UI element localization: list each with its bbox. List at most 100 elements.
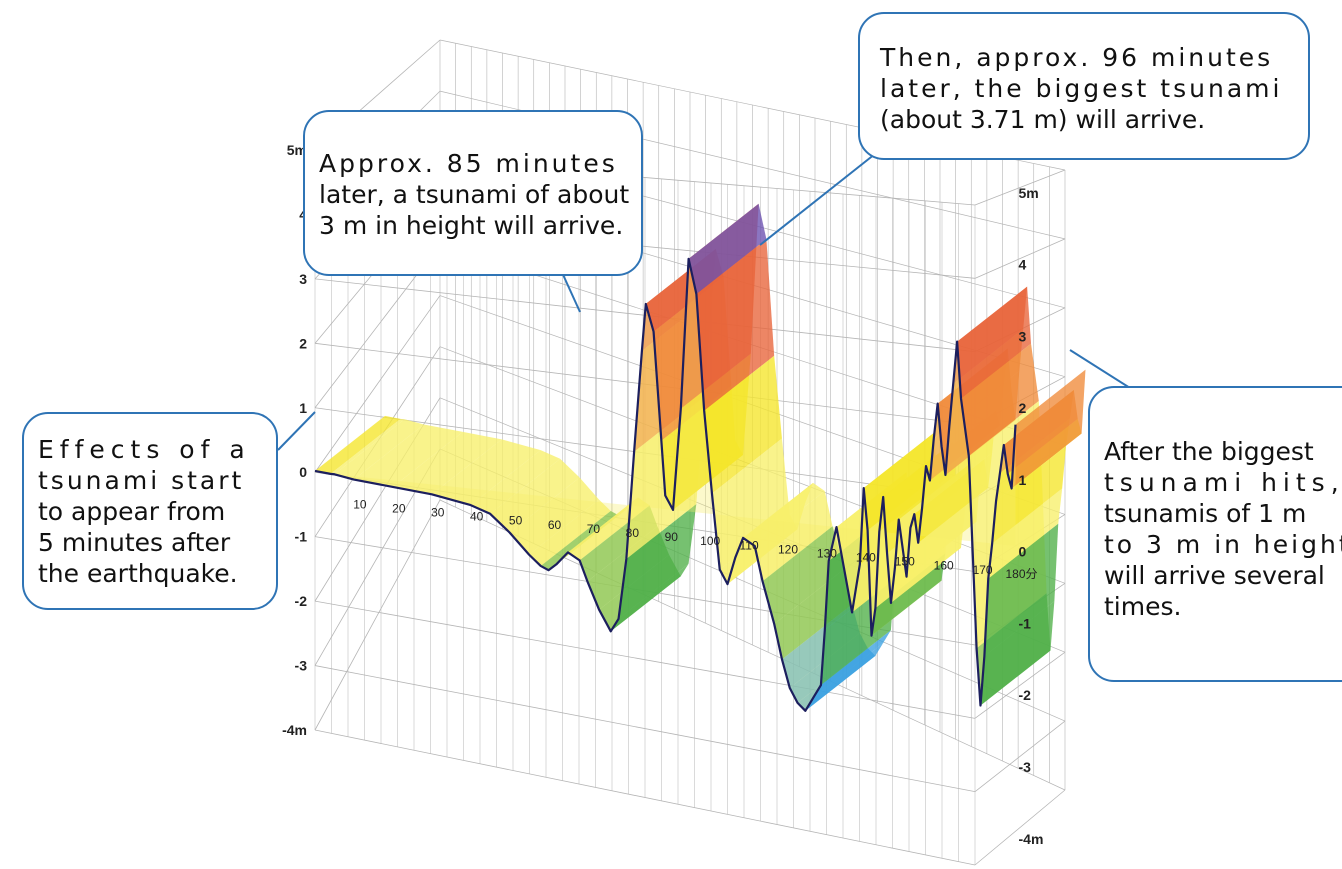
ribbon-segment xyxy=(743,482,825,546)
y-tick-label-right: 1 xyxy=(1019,472,1027,488)
ribbon-segment xyxy=(988,488,1063,579)
callout-after-line1: After the biggest xyxy=(1104,437,1314,466)
depth-line-right xyxy=(974,651,1066,719)
x-tick-label: 50 xyxy=(509,514,523,528)
callout-96-minutes: Then, approx. 96 minutes later, the bigg… xyxy=(858,12,1310,160)
right-y-axis: 5m 4 3 2 1 0 -1 -2 -3 -4m xyxy=(1019,185,1044,847)
y-tick-label-left: -4m xyxy=(282,722,307,738)
ribbon-segment xyxy=(980,601,1055,706)
callout-start-line3: to appear from xyxy=(38,497,226,526)
y-tick-label-right: -4m xyxy=(1019,831,1044,847)
y-tick-label-right: 2 xyxy=(1019,400,1027,416)
ribbon-segment xyxy=(711,438,790,570)
callout-96-line1: Then, approx. 96 minutes xyxy=(880,43,1274,72)
x-tick-label: 160 xyxy=(934,559,954,573)
x-tick-label: 120 xyxy=(778,542,798,556)
callout-after-line3: tsunamis of 1 m xyxy=(1104,499,1307,528)
ribbon-segment xyxy=(431,439,541,506)
ribbon-segment xyxy=(334,419,424,480)
callout-start-line1: Effects of a xyxy=(38,435,251,464)
y-tick-label-left: -2 xyxy=(295,593,308,609)
wave-line xyxy=(314,257,1017,712)
x-tick-label: 140 xyxy=(856,551,876,565)
ribbon-segment xyxy=(1011,369,1086,489)
y-tick-label-right: -3 xyxy=(1019,759,1032,775)
y-tick-label-right: 3 xyxy=(1019,328,1027,344)
y-tick-label-left: 2 xyxy=(299,335,307,351)
callout-after-line5: will arrive several xyxy=(1104,561,1325,590)
y-tick-label-right: 5m xyxy=(1019,185,1039,201)
ribbon-segment xyxy=(392,431,502,495)
x-tick-label: 180分 xyxy=(1005,567,1037,581)
y-tick-label-left: 0 xyxy=(299,464,307,480)
wave-ribbon xyxy=(314,203,1086,712)
front-grid-hline xyxy=(314,729,976,866)
callout-85-minutes: Approx. 85 minutes later, a tsunami of a… xyxy=(303,110,643,276)
ribbon-segment xyxy=(529,499,611,566)
x-axis: 10 20 30 40 50 60 70 80 90 100 110 120 130 140 150 160 1… xyxy=(353,497,1037,581)
ribbon-segment xyxy=(470,450,561,514)
ribbon-segment xyxy=(540,510,619,571)
ribbon-segment xyxy=(696,239,775,411)
ribbon-segment xyxy=(961,343,1039,456)
depth-line-right xyxy=(974,169,1066,206)
callout-96-line2: later, the biggest tsunami xyxy=(880,74,1283,103)
x-tick-label: 90 xyxy=(665,530,679,544)
ribbon-segment xyxy=(353,424,463,487)
y-tick-label-right: 4 xyxy=(1019,257,1027,273)
ribbon-segment xyxy=(813,630,891,698)
y-tick-label-right: 0 xyxy=(1019,544,1027,560)
y-tick-label-left: 5m xyxy=(287,142,307,158)
depth-line-right xyxy=(974,238,1066,279)
depth-line-left xyxy=(314,295,441,473)
ribbon-segment xyxy=(957,286,1032,399)
y-tick-label-left: -3 xyxy=(295,658,308,674)
callout-start: Effects of a tsunami start to appear fro… xyxy=(22,412,278,610)
ribbon-segment xyxy=(984,523,1059,657)
x-tick-label: 30 xyxy=(431,506,445,520)
callout-96-line3: (about 3.71 m) will arrive. xyxy=(880,105,1206,134)
x-tick-label: 40 xyxy=(470,510,484,524)
x-tick-label: 80 xyxy=(626,526,640,540)
callout-start-line5: the earthquake. xyxy=(38,559,238,588)
front-grid-hline xyxy=(314,665,976,793)
x-tick-label: 10 xyxy=(353,497,367,511)
ribbon-segment xyxy=(805,642,884,711)
callout-after-line2: tsunami hits, xyxy=(1104,468,1342,497)
depth-line-right xyxy=(974,720,1066,792)
ribbon-segment xyxy=(618,503,697,619)
callout-start-line4: 5 minutes after xyxy=(38,528,231,557)
callout-pointer xyxy=(1069,349,1131,389)
ribbon-segment xyxy=(490,458,580,533)
depth-line-right xyxy=(974,789,1066,866)
callout-pointers xyxy=(277,149,1131,451)
ribbon-segment xyxy=(762,526,845,624)
callout-pointer xyxy=(277,411,316,451)
ribbon-segment xyxy=(688,203,767,295)
y-tick-label-left: 1 xyxy=(299,400,307,416)
y-tick-label-right: -1 xyxy=(1019,615,1032,631)
callout-pointer xyxy=(759,149,881,246)
ribbon-segment xyxy=(992,446,1067,544)
callout-after: After the biggest tsunami hits, tsunamis… xyxy=(1088,386,1342,682)
x-tick-label: 170 xyxy=(973,563,993,577)
callout-85-line2: later, a tsunami of about xyxy=(319,180,630,209)
ribbon-segment xyxy=(330,418,405,475)
ribbon-segment xyxy=(315,415,401,474)
x-tick-label: 130 xyxy=(817,546,837,560)
callout-after-line6: times. xyxy=(1104,592,1182,621)
ribbon-segment xyxy=(610,563,689,632)
callout-85-line3: 3 m in height will arrive. xyxy=(319,211,624,240)
x-tick-label: 60 xyxy=(548,518,562,532)
ribbon-segment xyxy=(704,355,782,494)
y-tick-label-left: -1 xyxy=(295,529,308,545)
callout-85-line1: Approx. 85 minutes xyxy=(319,149,618,178)
y-tick-label-left: 3 xyxy=(299,271,307,287)
x-tick-label: 100 xyxy=(700,534,720,548)
x-tick-label: 150 xyxy=(895,555,915,569)
y-tick-label-right: -2 xyxy=(1019,687,1032,703)
x-tick-label: 110 xyxy=(740,538,759,552)
callout-start-line2: tsunami start xyxy=(38,466,245,495)
front-grid-hline xyxy=(314,600,976,719)
